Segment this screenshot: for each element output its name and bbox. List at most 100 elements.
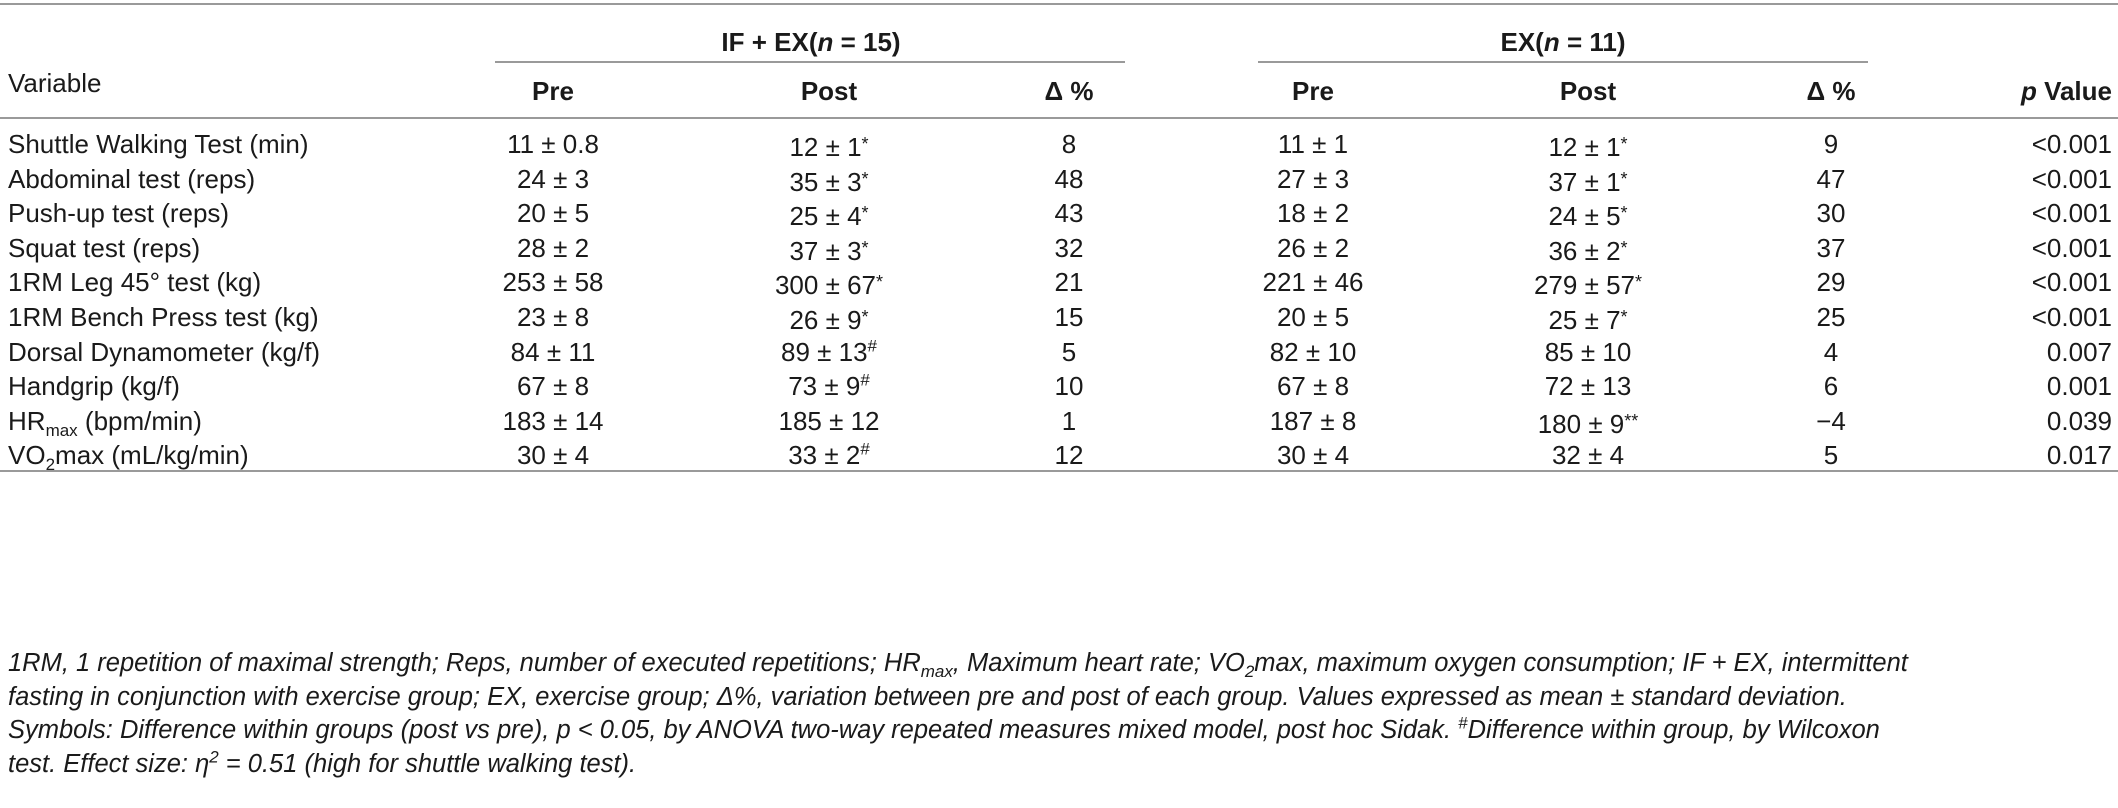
col-header-post-1: Post [800, 76, 858, 106]
cell-p: 0.007 [2046, 336, 2112, 367]
cell-pre2: 18 ± 2 [1276, 198, 1350, 229]
table-top-rule [0, 3, 2118, 5]
cell-d1: 8 [1061, 129, 1077, 159]
cell-d2: 9 [1823, 129, 1839, 159]
cell-variable: VO2max (mL/kg/min) [8, 440, 249, 475]
cell-variable: Abdominal test (reps) [8, 163, 256, 194]
cell-pre1: 28 ± 2 [516, 232, 590, 263]
cell-post2: 279 ± 57* [1533, 270, 1643, 301]
cell-d2: 29 [1816, 267, 1846, 298]
cell-d2: 37 [1816, 232, 1846, 263]
cell-p: <0.001 [2031, 302, 2112, 332]
cell-d1: 1 [1061, 405, 1077, 436]
cell-pre1: 20 ± 5 [516, 198, 590, 229]
cell-post2: 32 ± 4 [1551, 440, 1625, 471]
col-header-delta-2: Δ % [1806, 76, 1856, 106]
cell-d2: 4 [1823, 336, 1839, 367]
cell-post2: 85 ± 10 [1544, 336, 1632, 367]
col-header-variable: Variable [8, 68, 102, 98]
group2-underline [1258, 61, 1868, 63]
cell-d2: 30 [1816, 198, 1846, 229]
cell-pre2: 26 ± 2 [1276, 232, 1350, 263]
cell-pre2: 27 ± 3 [1276, 163, 1350, 194]
cell-d2: 5 [1823, 440, 1839, 471]
cell-post2: 25 ± 7* [1548, 305, 1628, 335]
group1-header: IF + EX(n = 15) [721, 27, 901, 57]
cell-post2: 37 ± 1* [1548, 166, 1628, 197]
cell-p: <0.001 [2031, 267, 2112, 298]
cell-post1: 26 ± 9* [789, 305, 869, 335]
cell-post1: 25 ± 4* [789, 201, 869, 232]
cell-variable: Shuttle Walking Test (min) [8, 129, 309, 159]
cell-post1: 37 ± 3* [789, 235, 869, 266]
cell-d1: 12 [1054, 440, 1084, 471]
cell-post1: 73 ± 9# [788, 370, 870, 402]
cell-pre1: 11 ± 0.8 [507, 129, 599, 159]
cell-variable: 1RM Leg 45° test (kg) [8, 267, 262, 298]
footnote-line-4: test. Effect size: η2 = 0.51 (high for s… [8, 747, 637, 778]
cell-p: 0.001 [2046, 371, 2112, 402]
col-header-post-2: Post [1559, 76, 1617, 106]
cell-post1: 33 ± 2# [788, 439, 870, 471]
cell-variable: Squat test (reps) [8, 232, 201, 263]
table-footnote: 1RM, 1 repetition of maximal strength; R… [8, 647, 2112, 781]
cell-d1: 48 [1054, 163, 1084, 194]
cell-d1: 32 [1054, 232, 1084, 263]
cell-pre2: 187 ± 8 [1269, 405, 1357, 436]
cell-pre1: 30 ± 4 [516, 440, 590, 471]
cell-post1: 300 ± 67* [774, 270, 884, 301]
header-bottom-rule [0, 117, 2118, 119]
cell-d2: 25 [1816, 302, 1846, 332]
cell-variable: HRmax (bpm/min) [8, 405, 202, 440]
cell-p: <0.001 [2031, 129, 2112, 159]
cell-d1: 5 [1061, 336, 1077, 367]
cell-variable: Push-up test (reps) [8, 198, 230, 229]
cell-p: <0.001 [2031, 198, 2112, 229]
cell-post1: 35 ± 3* [789, 166, 869, 197]
cell-pre2: 11 ± 1 [1277, 129, 1349, 159]
cell-post2: 12 ± 1* [1548, 132, 1628, 162]
cell-variable: Handgrip (kg/f) [8, 371, 180, 402]
group2-header: EX(n = 11) [1500, 27, 1626, 57]
cell-pre1: 23 ± 8 [516, 302, 590, 332]
table-bottom-rule [0, 470, 2118, 472]
cell-d1: 15 [1054, 302, 1084, 332]
cell-pre1: 183 ± 14 [502, 405, 604, 436]
cell-pre2: 82 ± 10 [1269, 336, 1357, 367]
cell-post2: 36 ± 2* [1548, 235, 1628, 266]
cell-p: <0.001 [2031, 232, 2112, 263]
footnote-line-3: Symbols: Difference within groups (post … [8, 713, 1880, 745]
cell-p: 0.039 [2046, 405, 2112, 436]
footnote-line-2: fasting in conjunction with exercise gro… [8, 682, 1847, 711]
cell-pre2: 221 ± 46 [1262, 267, 1364, 298]
col-header-pre-2: Pre [1292, 76, 1334, 106]
cell-post1: 185 ± 12 [778, 405, 880, 436]
cell-pre1: 253 ± 58 [502, 267, 604, 298]
col-header-p-value: p Value [2020, 76, 2112, 106]
cell-p: <0.001 [2031, 163, 2112, 194]
cell-d1: 43 [1054, 198, 1084, 229]
cell-d2: −4 [1816, 405, 1846, 436]
col-header-delta-1: Δ % [1044, 76, 1094, 106]
group1-underline [495, 61, 1125, 63]
cell-d1: 21 [1054, 267, 1084, 298]
cell-d2: 6 [1823, 371, 1839, 402]
cell-pre2: 67 ± 8 [1276, 371, 1350, 402]
cell-variable: 1RM Bench Press test (kg) [8, 302, 319, 332]
cell-pre1: 24 ± 3 [516, 163, 590, 194]
cell-pre1: 67 ± 8 [516, 371, 590, 402]
cell-post2: 24 ± 5* [1548, 201, 1628, 232]
cell-d2: 47 [1816, 163, 1846, 194]
cell-variable: Dorsal Dynamometer (kg/f) [8, 336, 321, 367]
cell-post1: 12 ± 1* [789, 132, 869, 162]
cell-d1: 10 [1054, 371, 1084, 402]
cell-pre2: 30 ± 4 [1276, 440, 1350, 471]
cell-pre1: 84 ± 11 [510, 336, 596, 367]
cell-post2: 72 ± 13 [1544, 371, 1632, 402]
footnote-line-1: 1RM, 1 repetition of maximal strength; R… [8, 649, 1908, 682]
cell-pre2: 20 ± 5 [1276, 302, 1350, 332]
col-header-pre-1: Pre [532, 76, 574, 106]
cell-p: 0.017 [2046, 440, 2112, 471]
cell-post2: 180 ± 9** [1537, 408, 1639, 439]
cell-post1: 89 ± 13# [780, 335, 878, 367]
